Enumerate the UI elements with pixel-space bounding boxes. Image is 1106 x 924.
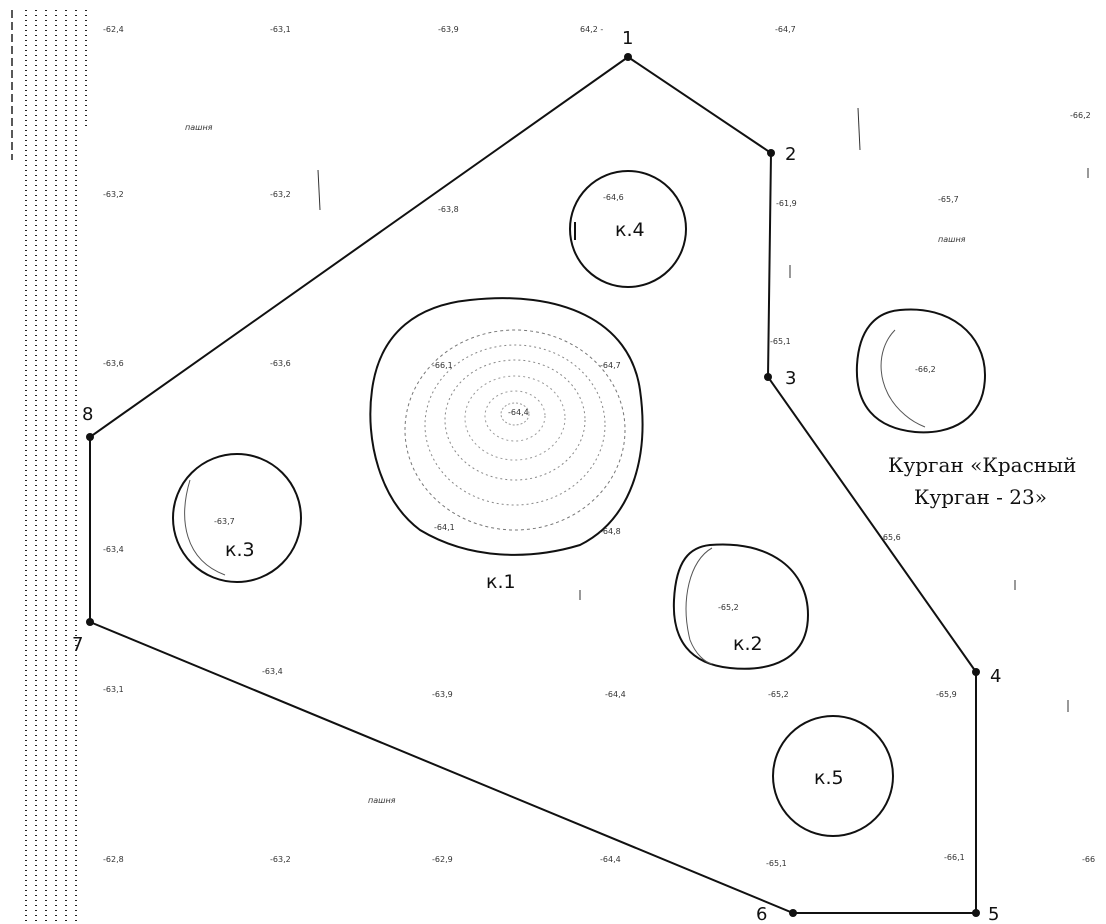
elevation-labels: -62,4 -63,1 -63,9 64,2 - -64,7 -66,2 -63… [103, 25, 1095, 868]
elevation: -63,4 [262, 667, 283, 676]
boundary-vertices [86, 53, 980, 917]
mound-label-4: к.4 [615, 219, 645, 241]
elevation: -63,2 [270, 190, 291, 199]
vertex-label-8: 8 [82, 404, 93, 425]
mound-2 [672, 543, 810, 670]
kurgan-title-line-2: Курган - 23» [914, 485, 1047, 509]
elevation: -63,6 [103, 359, 124, 368]
elevation: -63,8 [438, 205, 459, 214]
land-label-3: пашня [368, 796, 396, 805]
elevation: -65,2 [768, 690, 789, 699]
vertex-label-3: 3 [785, 368, 796, 389]
elevation: -64,4 [600, 855, 621, 864]
elevation: -63,4 [103, 545, 124, 554]
elevation: -66 [1082, 855, 1095, 864]
elevation: -63,1 [270, 25, 291, 34]
elevation: -65,1 [766, 859, 787, 868]
elevation: -65,1 [770, 337, 791, 346]
elevation: -62,8 [103, 855, 124, 864]
mound-krasny-kurgan [855, 308, 987, 434]
elevation: -63,2 [270, 855, 291, 864]
mound-5 [772, 715, 894, 837]
scatter-marks [317, 107, 1089, 712]
elevation: -63,1 [103, 685, 124, 694]
mound-label-5: к.5 [814, 767, 844, 789]
mound-label-3: к.3 [225, 539, 255, 561]
elevation: -63,2 [103, 190, 124, 199]
mound-1 [369, 297, 644, 556]
mound-3 [172, 453, 302, 583]
mound-label-1: к.1 [486, 571, 516, 593]
vertex-label-6: 6 [756, 904, 767, 924]
vertex-label-2: 2 [785, 144, 796, 165]
elevation: -64,6 [603, 193, 624, 202]
elevation: -64,4 [508, 408, 529, 417]
elevation: -64,4 [605, 690, 626, 699]
elevation: -62,9 [432, 855, 453, 864]
elevation: -63,9 [432, 690, 453, 699]
elevation: -63,9 [438, 25, 459, 34]
elevation: -65,6 [880, 533, 901, 542]
vertex-label-7: 7 [72, 634, 83, 655]
mound-4 [569, 170, 687, 288]
elevation: -65,2 [718, 603, 739, 612]
vertex-label-1: 1 [622, 28, 633, 49]
elevation: -61,9 [776, 199, 797, 208]
dotted-strip [11, 10, 87, 924]
elevation: -66,2 [915, 365, 936, 374]
elevation: -63,7 [214, 517, 235, 526]
elevation: -64,1 [434, 523, 455, 532]
elevation: -65,7 [938, 195, 959, 204]
land-label-1: пашня [185, 123, 213, 132]
elevation: -64,7 [600, 361, 621, 370]
mound-label-2: к.2 [733, 633, 763, 655]
elevation: -62,4 [103, 25, 124, 34]
elevation: -63,6 [270, 359, 291, 368]
elevation: -64,7 [775, 25, 796, 34]
elevation: -65,9 [936, 690, 957, 699]
kurgan-title-line-1: Курган «Красный [888, 453, 1076, 477]
elevation: -66,2 [1070, 111, 1091, 120]
land-label-2: пашня [938, 235, 966, 244]
vertex-label-5: 5 [988, 904, 999, 924]
elevation: -66,1 [432, 361, 453, 370]
elevation: 64,2 - [580, 25, 603, 34]
elevation: -66,1 [944, 853, 965, 862]
elevation: -64,8 [600, 527, 621, 536]
vertex-label-4: 4 [990, 666, 1001, 687]
